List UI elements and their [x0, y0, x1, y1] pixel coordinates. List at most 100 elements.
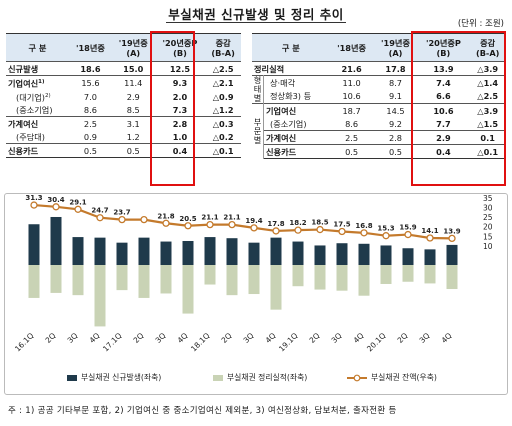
line-point [184, 222, 192, 230]
x-tick-label: 19.1Q [277, 331, 299, 353]
legend-label-line: 부실채권 잔액(우축) [371, 372, 437, 382]
row-label-text: 기업여신 [266, 105, 297, 116]
column-header: '20년중P (B) [154, 33, 206, 62]
data-label: 23.7 [113, 209, 130, 217]
npl-trend-chart: 16.1Q 2Q 3Q 4Q 17.1Q 2Q 3Q 4Q 18.1Q 2Q 3Q 4Q 19.1Q 2Q… [4, 193, 508, 395]
line-point [140, 215, 148, 224]
data-label: 14.1 [421, 227, 438, 235]
y-right-tick: 20 [483, 223, 493, 232]
table-cell: 2.8 [154, 116, 206, 131]
bar-new [138, 237, 150, 265]
data-label: 15.3 [377, 225, 394, 233]
x-tick-label: 2Q [43, 331, 57, 345]
table-row: (중소기업) 8.6 8.5 7.3 △1.2 [6, 103, 241, 117]
group-label: 부문별 [252, 103, 264, 159]
table-cell: △0.1 [205, 143, 241, 159]
table-cell: △3.9 [469, 103, 506, 117]
table-cell: 1.2 [126, 131, 140, 142]
x-tick-label: 20.1Q [365, 331, 387, 353]
y-right-tick: 25 [483, 213, 493, 222]
row-label-text: 신용카드 [8, 145, 39, 156]
y-right-tick: 10 [483, 242, 493, 251]
bar-resolved [116, 265, 128, 291]
row-label-text: (중소기업) [270, 118, 307, 129]
footnote-marker: 1) [38, 79, 45, 85]
line-point [272, 227, 280, 235]
bar-resolved [160, 265, 172, 294]
line-point [30, 201, 38, 209]
x-tick-label: 2Q [219, 331, 233, 345]
column-header: 구 분 [252, 33, 330, 62]
row-label: 정상화3) 등 [264, 90, 330, 104]
unit-label: (단위 : 조원) [457, 19, 504, 29]
bar-resolved [204, 265, 216, 285]
table-cell: 7.3 [172, 104, 188, 115]
y-right-tick: 15 [483, 232, 493, 241]
row-label: 신용카드 [6, 143, 70, 159]
row-label: (중소기업) [264, 117, 330, 131]
line-point [206, 220, 214, 229]
data-label: 17.8 [267, 220, 284, 228]
bar-resolved [424, 265, 436, 284]
bar-new [248, 242, 260, 265]
row-label-text: (주담대) [16, 131, 45, 142]
table-cell: 0.5 [373, 144, 418, 159]
line-point [426, 234, 434, 242]
x-tick-label: 4Q [87, 331, 101, 345]
data-label: 19.4 [245, 217, 262, 225]
table-cell: △1.4 [469, 75, 506, 90]
row-label: 신규발생 [6, 61, 70, 76]
table-cell: 8.5 [126, 104, 140, 115]
table-cell: 12.5 [154, 61, 206, 76]
table-cell: 8.6 [345, 118, 359, 129]
table-cell: 11.0 [329, 75, 374, 90]
table-cell: △1.5 [477, 118, 499, 129]
table-cell: 0.1 [469, 130, 506, 145]
bar-new [160, 241, 172, 265]
table-cell: 9.2 [388, 118, 403, 129]
bar-new [116, 242, 128, 265]
table-row: (주담대) 0.9 1.2 1.0 △0.2 [6, 130, 241, 144]
footnote-marker: 2) [45, 92, 51, 99]
x-tick-label: 4Q [439, 331, 453, 345]
data-label: 18.2 [289, 219, 306, 227]
bar-new [424, 249, 436, 265]
table-cell: △2.5 [477, 91, 499, 102]
line-balance [33, 203, 453, 240]
bar-new [182, 240, 194, 265]
bar-new [446, 244, 458, 265]
column-header: 구 분 [6, 33, 70, 62]
legend-label-new: 부실채권 신규발생(좌축) [81, 372, 161, 382]
row-label-text: 기업여신 [8, 78, 39, 89]
line-point [404, 230, 412, 239]
row-label-text: 정상화3) 등 [270, 91, 312, 102]
y-right-tick: 35 [483, 194, 493, 203]
table-cell: 2.0 [172, 91, 188, 102]
table-cell: 10.6 [417, 103, 470, 117]
column-header: '19년중 (A) [111, 33, 155, 62]
table-cell: 8.6 [83, 104, 97, 115]
bar-resolved [138, 265, 150, 298]
table-cell: 2.9 [417, 130, 470, 145]
legend-swatch-resolved [213, 375, 223, 381]
line-point [294, 226, 302, 234]
bar-new [402, 248, 414, 265]
x-tick-label: 3Q [153, 331, 167, 345]
column-header: '20년중P (B) [417, 33, 470, 62]
column-header: 증감 (B-A) [205, 33, 241, 62]
row-label: 기업여신1) [6, 74, 70, 90]
bar-resolved [358, 265, 370, 296]
line-point [162, 219, 170, 227]
line-point [74, 205, 82, 213]
table-cell: 11.4 [111, 74, 155, 90]
table-cell: 7.7 [436, 118, 451, 129]
line-point [448, 234, 456, 243]
table-cell: △3.9 [469, 61, 506, 76]
row-label-text: 가계여신 [8, 118, 39, 129]
bar-new [50, 216, 62, 265]
new-npl-table: 구 분 '18년중 '19년중 (A) '20년중P (B) 증감 (B-A) 신규발생 1… [6, 33, 241, 159]
bar-resolved [336, 265, 348, 291]
x-tick-label: 3Q [65, 331, 79, 345]
x-tick-label: 3Q [417, 331, 431, 345]
table-cell: △0.1 [469, 144, 506, 159]
